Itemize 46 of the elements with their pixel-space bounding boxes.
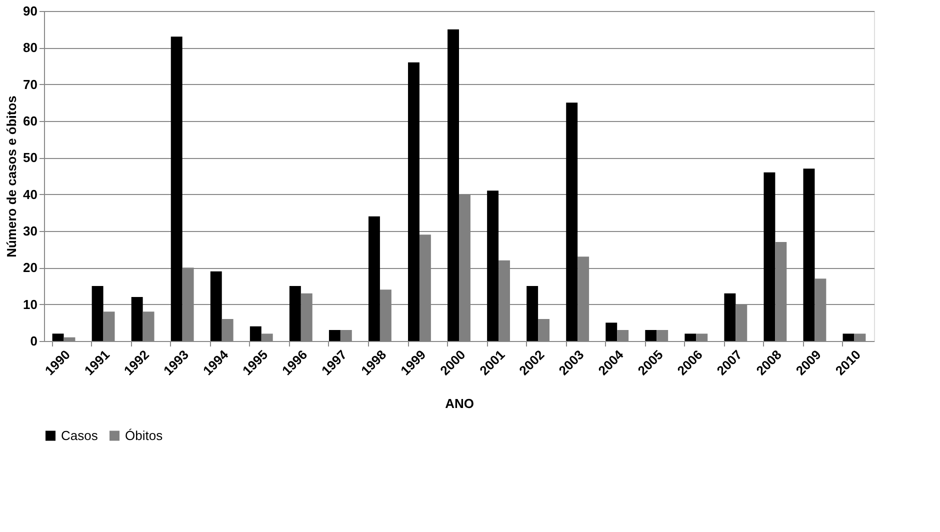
bar (724, 293, 736, 341)
bar (617, 330, 629, 341)
bar (222, 319, 234, 341)
bar (696, 334, 708, 341)
bar (854, 334, 866, 341)
y-tick-label: 30 (23, 224, 38, 238)
bar (261, 334, 273, 341)
bar (170, 36, 182, 341)
bar (408, 62, 420, 341)
bar (368, 216, 380, 341)
bar (566, 102, 578, 341)
y-tick-label: 10 (23, 296, 38, 312)
bar (250, 326, 262, 341)
bar (64, 337, 76, 341)
y-tick-label: 0 (30, 334, 38, 348)
bar (842, 334, 854, 341)
legend-label: Óbitos (125, 428, 164, 443)
bar (448, 29, 459, 341)
y-axis-title: Número de casos e óbitos (4, 96, 20, 258)
bar (645, 330, 657, 341)
bar (210, 271, 222, 341)
bar (103, 312, 115, 341)
bar (328, 330, 340, 341)
y-tick-label: 90 (23, 4, 38, 18)
bar (131, 297, 143, 341)
bar (606, 322, 618, 341)
x-axis-title: ANO (445, 396, 474, 412)
y-tick-label: 60 (23, 114, 38, 128)
bar (684, 334, 696, 341)
bar (656, 330, 668, 341)
y-tick-label: 80 (23, 40, 38, 56)
bar (340, 330, 352, 341)
y-tick-label: 50 (23, 150, 38, 166)
bar (803, 168, 815, 341)
y-tick-label: 40 (23, 186, 38, 202)
legend-label: Casos (61, 428, 98, 443)
bar (92, 286, 104, 341)
bar (538, 319, 550, 341)
bar (526, 286, 538, 341)
bar (289, 286, 301, 341)
bar (487, 190, 499, 341)
y-tick-label: 20 (23, 260, 38, 276)
bar (52, 334, 64, 341)
y-tick-label: 70 (23, 76, 38, 92)
bar (142, 312, 154, 341)
bar (764, 172, 776, 341)
